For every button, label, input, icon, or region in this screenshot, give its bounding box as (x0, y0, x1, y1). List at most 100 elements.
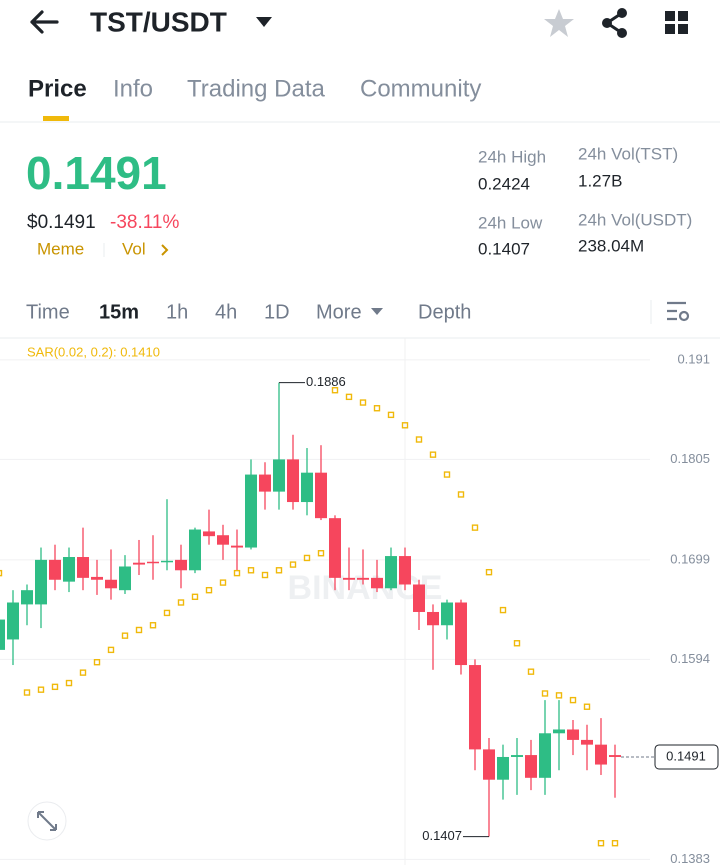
candle-body (455, 602, 467, 666)
candle-body (301, 472, 313, 503)
stat-label: 24h High (478, 147, 546, 166)
last-price-label: 0.1491 (666, 748, 706, 763)
candle-body (77, 557, 89, 578)
sar-dot (317, 550, 325, 557)
sar-dot (219, 579, 227, 586)
candle-body (91, 576, 103, 580)
share-icon[interactable] (602, 8, 627, 38)
indicator-label: SAR(0.02, 0.2): 0.1410 (27, 344, 160, 359)
stat-value: 1.27B (578, 171, 622, 190)
favorite-icon[interactable] (544, 9, 574, 37)
stat-label: 24h Vol(TST) (578, 144, 678, 163)
candle-body (497, 756, 509, 780)
interval[interactable]: Depth (418, 301, 471, 323)
sar-dot (569, 696, 577, 704)
sar-dot (401, 422, 409, 429)
tab[interactable]: Trading Data (187, 75, 326, 102)
sar-dot (303, 554, 311, 562)
sar-dot (429, 451, 437, 458)
min-marker-label: 0.1407 (422, 828, 462, 843)
interval[interactable]: Time (26, 301, 70, 323)
sar-dot (611, 840, 619, 847)
candle-body (553, 729, 565, 734)
price-usd: $0.1491 (27, 212, 96, 233)
candle-body (581, 739, 593, 745)
pair-title[interactable]: TST/USDT (90, 6, 227, 37)
sar-dot (541, 690, 549, 697)
tag[interactable]: Vol (122, 239, 146, 258)
y-tick-label: 0.1805 (670, 451, 710, 466)
chart-settings-icon[interactable] (667, 301, 690, 322)
sar-dot (191, 593, 199, 601)
back-button[interactable] (30, 10, 59, 34)
more-dropdown[interactable] (371, 308, 383, 315)
stat-value: 0.2424 (478, 174, 530, 193)
sar-dot (121, 632, 129, 639)
grid-cell (665, 11, 675, 21)
tag-chevron (161, 244, 169, 256)
interval[interactable]: 15m (99, 301, 139, 323)
candle-body (357, 577, 369, 580)
interval[interactable]: 1h (166, 301, 188, 323)
sar-dot (79, 669, 87, 676)
grid-cell (665, 24, 675, 34)
tab-indicator (43, 116, 69, 121)
sar-dot (527, 668, 535, 675)
sar-dot (233, 569, 241, 577)
sar-dot (513, 640, 521, 647)
sar-dot (51, 683, 59, 691)
tag[interactable]: Meme (37, 239, 84, 258)
grid-cell (678, 11, 688, 21)
candle-body (329, 518, 341, 578)
interval[interactable]: 1D (264, 301, 290, 323)
pair-dropdown[interactable] (256, 17, 272, 27)
candle-body (161, 560, 173, 563)
sar-dot (443, 471, 451, 478)
candle-body (371, 577, 383, 589)
tab[interactable]: Price (28, 75, 87, 102)
candle-body (231, 545, 243, 548)
tab[interactable]: Info (113, 75, 153, 102)
candle-body (609, 755, 621, 757)
sar-dot (247, 567, 255, 574)
grid-cell (678, 24, 688, 34)
candle-body (147, 561, 159, 564)
sar-dot (359, 399, 367, 406)
candle-body (133, 562, 145, 565)
max-marker-label: 0.1886 (306, 374, 346, 389)
sar-dot (261, 571, 269, 579)
sar-dot (23, 689, 31, 696)
candle-body (539, 733, 551, 778)
candle-body (203, 531, 215, 537)
candle-body (21, 590, 33, 605)
candle-body (343, 577, 355, 580)
chart: 0.191 0.1805 0.1699 0.1594 0.1383 0.1886 0.140… (0, 351, 719, 865)
sar-dot (471, 524, 479, 531)
candle-body (525, 755, 537, 778)
settings-gear (678, 310, 690, 322)
sar-dot (583, 703, 591, 710)
sar-dot (163, 609, 171, 617)
interval[interactable]: More (316, 301, 362, 323)
candle-body (259, 474, 271, 492)
y-tick-label: 0.1594 (670, 651, 710, 666)
sar-dot (177, 599, 185, 606)
tab[interactable]: Community (360, 75, 481, 102)
stat-label: 24h Vol(USDT) (578, 210, 692, 229)
sar-dot (387, 411, 395, 419)
sar-dot (275, 567, 283, 574)
sar-dot (0, 569, 3, 577)
expand-button[interactable] (27, 801, 67, 841)
sar-dot (331, 387, 339, 394)
expand-icon (37, 811, 57, 831)
candle-body (7, 602, 19, 640)
stat-value: 0.1407 (478, 239, 530, 258)
grid-menu-icon[interactable] (665, 11, 688, 34)
candle-body (595, 744, 607, 765)
interval[interactable]: 4h (215, 301, 237, 323)
price-change: -38.11% (110, 212, 179, 233)
candle-body (105, 579, 117, 589)
sar-dot (149, 622, 157, 629)
candle-body (567, 729, 579, 740)
